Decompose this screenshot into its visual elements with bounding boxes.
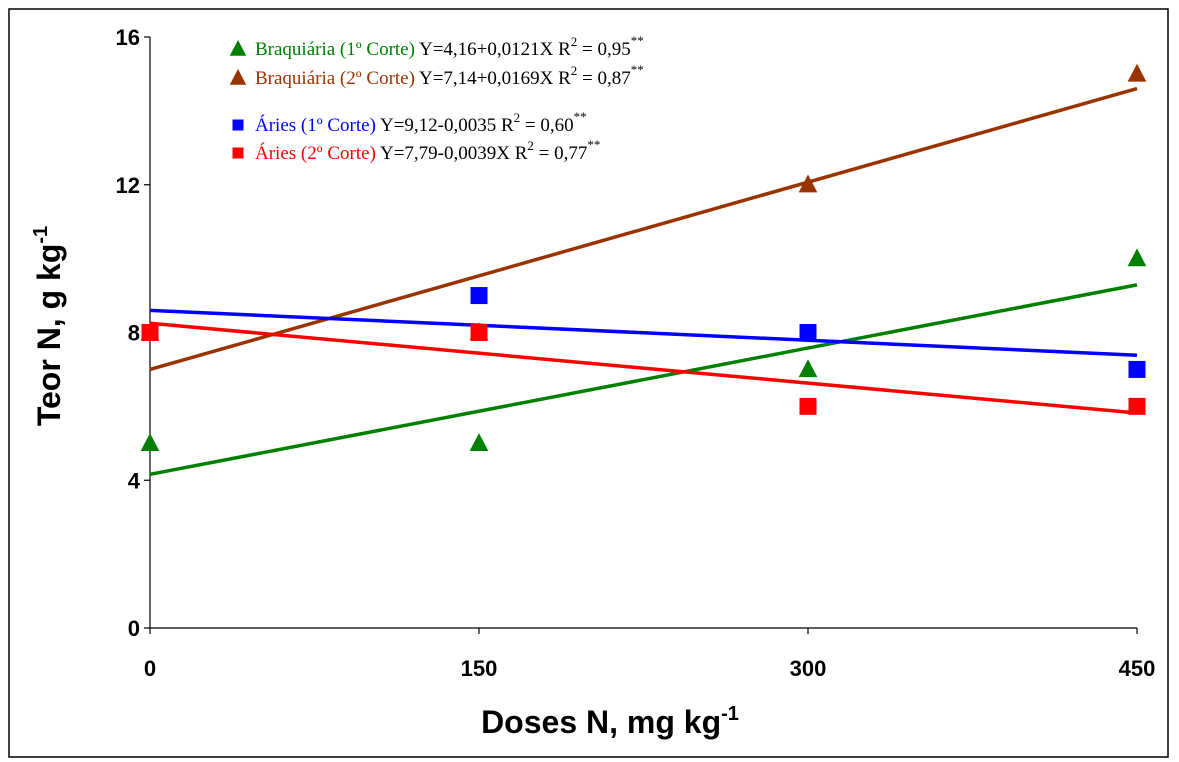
legend-significance: ** <box>631 33 644 48</box>
legend-entry: Áries (2º Corte) Y=7,79-0,0039X R2 = 0,7… <box>232 137 600 164</box>
data-point <box>1127 248 1147 267</box>
legend-label: Áries (2º Corte) Y=7,79-0,0039X R2 = 0,7… <box>255 137 600 164</box>
axes: 0 4 8 12 16 0 150 300 450 <box>116 25 1156 681</box>
legend-r2-value: = 0,87 <box>577 68 630 89</box>
legend-label: Áries (1º Corte) Y=9,12-0,0035 R2 = 0,60… <box>255 109 587 136</box>
legend-significance: ** <box>574 109 587 124</box>
legend-series-name: Áries (2º Corte) <box>255 142 380 164</box>
legend-label: Braquiária (1º Corte) Y=4,16+0,0121X R2 … <box>255 33 644 60</box>
x-tick-label: 150 <box>461 656 498 681</box>
legend-series-name: Braquiária (2º Corte) <box>255 68 419 89</box>
x-tick-label: 0 <box>144 656 156 681</box>
data-point <box>470 324 488 341</box>
legend-marker <box>232 147 244 159</box>
legend-r2-exponent: 2 <box>571 63 578 78</box>
data-point <box>470 287 488 305</box>
legend-marker <box>229 69 247 85</box>
y-tick-label: 4 <box>128 468 141 493</box>
legend-marker <box>232 119 244 131</box>
legend-r2-exponent: 2 <box>514 110 521 125</box>
y-tick-label: 12 <box>116 173 140 198</box>
legend-entry: Áries (1º Corte) Y=9,12-0,0035 R2 = 0,60… <box>232 109 587 136</box>
legend-significance: ** <box>587 137 600 152</box>
legend-r2-value: = 0,95 <box>577 39 630 60</box>
y-axis-title-main: Teor N, g kg <box>31 244 67 427</box>
data-point <box>1127 63 1147 82</box>
data-point <box>141 324 159 341</box>
legend-equation: Y=4,16+0,0121X R <box>419 39 571 60</box>
legend-series-name: Áries (1º Corte) <box>255 114 380 136</box>
legend-r2-value: = 0,77 <box>534 143 587 164</box>
trend-line <box>149 321 1138 415</box>
x-tick-label: 300 <box>790 656 827 681</box>
legend-entry: Braquiária (1º Corte) Y=4,16+0,0121X R2 … <box>229 33 644 60</box>
y-axis-title: Teor N, g kg-1 <box>30 226 67 426</box>
fit-lines <box>149 86 1138 477</box>
legend-r2-exponent: 2 <box>571 34 578 49</box>
data-point <box>799 324 817 341</box>
y-tick-label: 0 <box>128 616 140 641</box>
data-point <box>1128 360 1146 378</box>
data-point <box>1128 397 1146 415</box>
legend-significance: ** <box>631 62 644 77</box>
data-point <box>799 397 817 415</box>
x-tick-label: 450 <box>1119 656 1156 681</box>
legend-series-name: Braquiária (1º Corte) <box>255 39 419 60</box>
legend-label: Braquiária (2º Corte) Y=7,14+0,0169X R2 … <box>255 62 644 89</box>
x-axis-title: Doses N, mg kg-1 <box>481 703 739 740</box>
legend: Braquiária (1º Corte) Y=4,16+0,0121X R2 … <box>229 33 644 164</box>
y-tick-label: 8 <box>128 321 140 346</box>
data-point <box>140 433 160 451</box>
trend-line <box>149 86 1138 372</box>
trend-line <box>149 308 1138 357</box>
data-point <box>798 174 818 193</box>
legend-equation: Y=7,79-0,0039X R <box>380 143 528 164</box>
legend-marker <box>229 40 247 56</box>
data-point <box>798 359 818 378</box>
trend-line <box>149 283 1138 477</box>
legend-equation: Y=9,12-0,0035 R <box>380 115 514 136</box>
legend-equation: Y=7,14+0,0169X R <box>419 68 571 89</box>
y-tick-label: 16 <box>116 25 140 50</box>
legend-r2-exponent: 2 <box>527 138 534 153</box>
data-point <box>469 433 489 451</box>
legend-r2-value: = 0,60 <box>520 115 573 136</box>
x-axis-title-exponent: -1 <box>721 703 739 725</box>
y-axis-title-exponent: -1 <box>30 226 52 244</box>
legend-entry: Braquiária (2º Corte) Y=7,14+0,0169X R2 … <box>229 62 644 89</box>
x-axis-title-main: Doses N, mg kg <box>481 704 721 740</box>
chart-frame <box>8 8 1169 758</box>
data-markers <box>140 63 1147 451</box>
